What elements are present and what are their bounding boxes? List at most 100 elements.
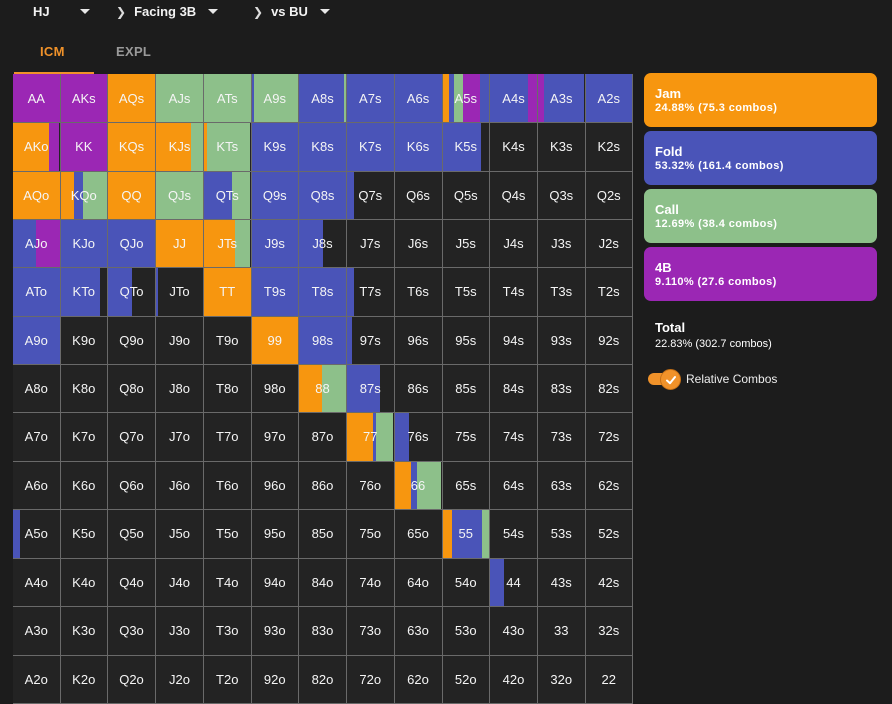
hand-cell[interactable]: KTs	[204, 123, 252, 172]
hand-cell[interactable]: QJo	[108, 220, 156, 268]
hand-cell[interactable]: AKo	[13, 123, 61, 172]
hand-cell[interactable]: 62s	[586, 462, 634, 511]
hand-cell[interactable]: KJo	[61, 220, 109, 268]
hand-cell[interactable]: 62o	[395, 656, 443, 704]
hand-cell[interactable]: Q7s	[347, 172, 395, 221]
hand-cell[interactable]: AJs	[156, 74, 204, 123]
hand-cell[interactable]: 54s	[490, 510, 538, 559]
hand-cell[interactable]: 75o	[347, 510, 395, 559]
hand-cell[interactable]: A7s	[347, 74, 395, 123]
hand-cell[interactable]: T6o	[204, 462, 252, 511]
hand-cell[interactable]: K5o	[61, 510, 109, 559]
hand-cell[interactable]: AQo	[13, 172, 61, 221]
hand-cell[interactable]: Q6s	[395, 172, 443, 221]
hand-cell[interactable]: A3o	[13, 607, 61, 656]
position-dropdown[interactable]: HJ	[33, 4, 90, 19]
hand-cell[interactable]: J5s	[443, 220, 491, 268]
hand-cell[interactable]: 52s	[586, 510, 634, 559]
action-dropdown[interactable]: ❯ Facing 3B	[116, 4, 218, 19]
hand-cell[interactable]: K9o	[61, 317, 109, 366]
hand-cell[interactable]: K4o	[61, 559, 109, 608]
hand-cell[interactable]: KK	[61, 123, 109, 172]
hand-cell[interactable]: 54o	[443, 559, 491, 608]
hand-cell[interactable]: T7o	[204, 413, 252, 462]
hand-cell[interactable]: J9o	[156, 317, 204, 366]
hand-cell[interactable]: QTo	[108, 268, 156, 317]
hand-cell[interactable]: 92o	[252, 656, 300, 704]
hand-cell[interactable]: 43s	[538, 559, 586, 608]
hand-cell[interactable]: AJo	[13, 220, 61, 268]
hand-cell[interactable]: T9s	[252, 268, 300, 317]
hand-cell[interactable]: 92s	[586, 317, 634, 366]
hand-cell[interactable]: T4s	[490, 268, 538, 317]
hand-cell[interactable]: K7s	[347, 123, 395, 172]
hand-cell[interactable]: A5o	[13, 510, 61, 559]
legend-4b[interactable]: 4B 9.110% (27.6 combos)	[644, 247, 877, 301]
hand-cell[interactable]: 86s	[395, 365, 443, 413]
hand-cell[interactable]: T7s	[347, 268, 395, 317]
hand-cell[interactable]: 94o	[252, 559, 300, 608]
hand-cell[interactable]: 65o	[395, 510, 443, 559]
hand-cell[interactable]: 53s	[538, 510, 586, 559]
hand-cell[interactable]: J9s	[252, 220, 300, 268]
hand-cell[interactable]: 96s	[395, 317, 443, 366]
hand-cell[interactable]: 32s	[586, 607, 634, 656]
hand-cell[interactable]: Q4o	[108, 559, 156, 608]
hand-cell[interactable]: T3s	[538, 268, 586, 317]
hand-cell[interactable]: 95o	[252, 510, 300, 559]
hand-cell[interactable]: Q6o	[108, 462, 156, 511]
hand-cell[interactable]: KTo	[61, 268, 109, 317]
hand-cell[interactable]: QJs	[156, 172, 204, 221]
hand-cell[interactable]: KQs	[108, 123, 156, 172]
hand-cell[interactable]: 63o	[395, 607, 443, 656]
hand-cell[interactable]: Q8o	[108, 365, 156, 413]
hand-cell[interactable]: 73o	[347, 607, 395, 656]
hand-cell[interactable]: 85s	[443, 365, 491, 413]
legend-call[interactable]: Call 12.69% (38.4 combos)	[644, 189, 877, 243]
hand-cell[interactable]: 76o	[347, 462, 395, 511]
hand-cell[interactable]: Q2s	[586, 172, 634, 221]
hand-cell[interactable]: K3o	[61, 607, 109, 656]
hand-cell[interactable]: J4s	[490, 220, 538, 268]
hand-cell[interactable]: 74o	[347, 559, 395, 608]
hand-cell[interactable]: J2s	[586, 220, 634, 268]
hand-cell[interactable]: 99	[252, 317, 300, 366]
hand-cell[interactable]: K2o	[61, 656, 109, 704]
hand-cell[interactable]: 94s	[490, 317, 538, 366]
hand-cell[interactable]: K5s	[443, 123, 491, 172]
hand-cell[interactable]: Q9s	[252, 172, 300, 221]
hand-cell[interactable]: AQs	[108, 74, 156, 123]
hand-cell[interactable]: A8o	[13, 365, 61, 413]
hand-cell[interactable]: 96o	[252, 462, 300, 511]
hand-cell[interactable]: J8o	[156, 365, 204, 413]
legend-fold[interactable]: Fold 53.32% (161.4 combos)	[644, 131, 877, 185]
hand-cell[interactable]: 84o	[299, 559, 347, 608]
hand-cell[interactable]: Q5s	[443, 172, 491, 221]
hand-cell[interactable]: QTs	[204, 172, 252, 221]
hand-cell[interactable]: 52o	[443, 656, 491, 704]
hand-cell[interactable]: J8s	[299, 220, 347, 268]
hand-cell[interactable]: Q3o	[108, 607, 156, 656]
hand-cell[interactable]: 44	[490, 559, 538, 608]
hand-cell[interactable]: 93s	[538, 317, 586, 366]
hand-cell[interactable]: K7o	[61, 413, 109, 462]
hand-cell[interactable]: JTo	[156, 268, 204, 317]
hand-cell[interactable]: 76s	[395, 413, 443, 462]
hand-cell[interactable]: 98o	[252, 365, 300, 413]
hand-cell[interactable]: Q4s	[490, 172, 538, 221]
relative-combos-toggle[interactable]: Relative Combos	[648, 372, 777, 386]
hand-cell[interactable]: 42o	[490, 656, 538, 704]
hand-cell[interactable]: AKs	[61, 74, 109, 123]
hand-cell[interactable]: A6s	[395, 74, 443, 123]
hand-cell[interactable]: 82s	[586, 365, 634, 413]
hand-cell[interactable]: AA	[13, 74, 61, 123]
hand-cell[interactable]: 33	[538, 607, 586, 656]
hand-cell[interactable]: T3o	[204, 607, 252, 656]
hand-cell[interactable]: A6o	[13, 462, 61, 511]
toggle-track[interactable]	[648, 373, 676, 385]
hand-cell[interactable]: Q5o	[108, 510, 156, 559]
hand-cell[interactable]: J6s	[395, 220, 443, 268]
hand-cell[interactable]: J6o	[156, 462, 204, 511]
hand-cell[interactable]: 73s	[538, 413, 586, 462]
hand-cell[interactable]: QQ	[108, 172, 156, 221]
